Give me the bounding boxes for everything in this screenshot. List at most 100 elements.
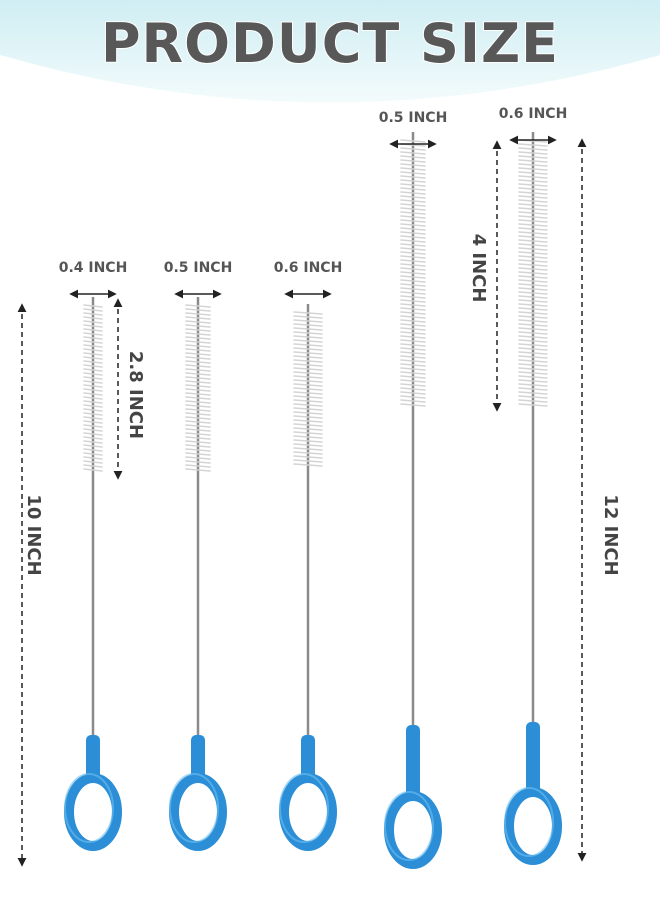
- bristle: [83, 456, 103, 460]
- bristle: [518, 243, 548, 247]
- width-label: 0.5 INCH: [164, 260, 233, 276]
- bristle: [400, 355, 426, 359]
- bristle: [400, 311, 426, 315]
- bristle: [518, 323, 548, 327]
- bristle: [185, 456, 211, 460]
- bristle: [518, 227, 548, 231]
- bristle: [400, 299, 426, 303]
- handle-shine: [384, 791, 434, 861]
- bristle: [185, 464, 211, 468]
- bristle: [400, 283, 426, 287]
- bristle: [518, 391, 548, 395]
- bristle: [185, 416, 211, 420]
- bristle: [400, 183, 426, 187]
- bristle: [185, 356, 211, 360]
- bristle: [83, 308, 103, 312]
- bristle: [400, 231, 426, 235]
- width-label: 0.5 INCH: [379, 110, 448, 126]
- bristle: [83, 360, 103, 364]
- bristle: [518, 395, 548, 399]
- bristle: [185, 368, 211, 372]
- bristle: [518, 163, 548, 167]
- bristle: [400, 391, 426, 395]
- bristle: [293, 327, 323, 331]
- bristle: [400, 319, 426, 323]
- bristle: [518, 287, 548, 291]
- bristle: [400, 291, 426, 295]
- bristle: [518, 343, 548, 347]
- handle-shine: [169, 773, 219, 843]
- handle-ring: [169, 773, 227, 851]
- bristle: [400, 179, 426, 183]
- bristle: [293, 459, 323, 463]
- bristle: [400, 367, 426, 371]
- bristle: [400, 275, 426, 279]
- bristle: [400, 303, 426, 307]
- bristle: [83, 356, 103, 360]
- handle-shine: [64, 773, 114, 843]
- bristle: [185, 468, 211, 472]
- bristle: [83, 412, 103, 416]
- bristle: [518, 347, 548, 351]
- bristle: [293, 415, 323, 419]
- bristle: [293, 419, 323, 423]
- bristle: [293, 403, 323, 407]
- bristle: [518, 375, 548, 379]
- bristle: [518, 387, 548, 391]
- bristle: [185, 328, 211, 332]
- bristle: [185, 392, 211, 396]
- bristle: [518, 327, 548, 331]
- bristle: [83, 444, 103, 448]
- brushes: [64, 132, 562, 869]
- bristle: [400, 151, 426, 155]
- bristle: [293, 443, 323, 447]
- handle-stem: [406, 725, 420, 800]
- bristle: [518, 359, 548, 363]
- bristle: [518, 247, 548, 251]
- width-label: 0.6 INCH: [274, 260, 343, 276]
- bristle: [293, 447, 323, 451]
- bristle: [400, 363, 426, 367]
- bristle: [518, 355, 548, 359]
- bristle: [400, 399, 426, 403]
- bristle: [400, 159, 426, 163]
- bristle: [400, 251, 426, 255]
- bristle: [400, 223, 426, 227]
- bristle: [185, 432, 211, 436]
- bristle: [293, 391, 323, 395]
- bristle: [400, 371, 426, 375]
- bristle: [83, 348, 103, 352]
- bristle: [83, 436, 103, 440]
- bristle: [518, 167, 548, 171]
- bristle: [400, 259, 426, 263]
- bristle: [400, 343, 426, 347]
- bristle: [83, 392, 103, 396]
- bristle: [400, 339, 426, 343]
- bristle: [83, 304, 103, 308]
- bristle: [293, 423, 323, 427]
- bristle: [518, 259, 548, 263]
- bristle: [518, 183, 548, 187]
- bristle: [400, 327, 426, 331]
- bristle: [400, 215, 426, 219]
- bristle: [518, 235, 548, 239]
- handle-ring: [64, 773, 122, 851]
- bristle: [400, 359, 426, 363]
- bristle: [83, 408, 103, 412]
- bristle: [518, 179, 548, 183]
- bristle: [400, 163, 426, 167]
- bristle: [83, 468, 103, 472]
- bristle: [185, 372, 211, 376]
- bristle: [185, 376, 211, 380]
- bristle: [400, 323, 426, 327]
- bristle: [293, 375, 323, 379]
- bristle: [293, 367, 323, 371]
- dimension-label: 4 INCH: [468, 234, 489, 303]
- bristle: [518, 299, 548, 303]
- bristle: [83, 312, 103, 316]
- bristle: [518, 151, 548, 155]
- bristle: [400, 271, 426, 275]
- bristle: [518, 223, 548, 227]
- bristle: [400, 351, 426, 355]
